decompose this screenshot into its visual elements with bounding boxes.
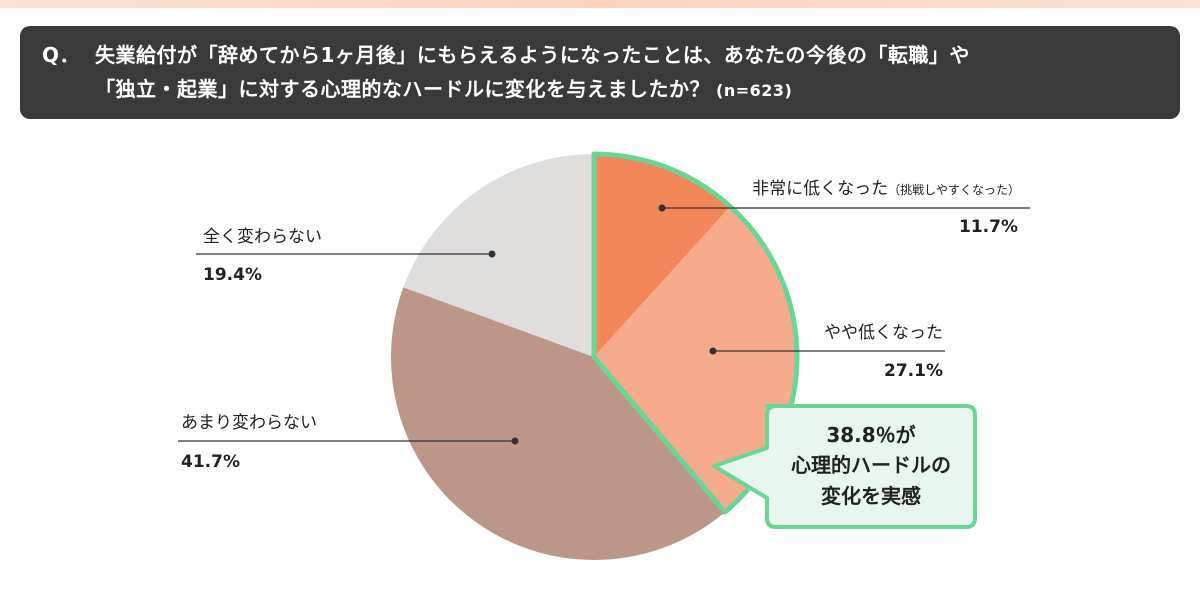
label-somewhat-lower: やや低くなった xyxy=(824,323,943,343)
leader-dot-not-much xyxy=(511,437,519,445)
highlight-callout: 38.8％が 心理的ハードルの 変化を実感 xyxy=(712,404,977,529)
leader-dots xyxy=(488,204,717,445)
label-very-lower: 非常に低くなった（挑戦しやすくなった） xyxy=(752,179,1020,199)
leader-dot-somewhat-lower xyxy=(709,347,717,355)
leader-dot-very-lower xyxy=(658,204,666,212)
label-not-at-all: 全く変わらない xyxy=(203,227,322,247)
question-line-1: Q． 失業給付が「辞めてから1ヶ月後」にもらえるようになったことは、あなたの今後の… xyxy=(42,38,1156,72)
question-prefix: Q． xyxy=(42,43,81,67)
value-label-somewhat-lower: 27.1% xyxy=(884,361,943,381)
callout-line-1: 38.8％が xyxy=(826,423,915,447)
leader-lines xyxy=(178,207,1030,442)
question-text-1: 失業給付が「辞めてから1ヶ月後」にもらえるようになったことは、あなたの今後の「転… xyxy=(95,43,970,67)
pie-slice-2 xyxy=(594,206,797,513)
value-label-not-at-all: 19.4% xyxy=(203,265,262,285)
leader-dot-not-at-all xyxy=(488,250,496,258)
top-decor-strip xyxy=(0,0,1200,8)
callout-line-2: 心理的ハードルの xyxy=(791,453,951,477)
sample-size: (n=623) xyxy=(716,81,793,100)
label-not-much: あまり変わらない xyxy=(181,413,317,433)
pie-slices xyxy=(391,153,797,560)
pie-slice-3 xyxy=(391,287,725,560)
value-label-very-lower: 11.7% xyxy=(959,217,1018,237)
question-header: Q． 失業給付が「辞めてから1ヶ月後」にもらえるようになったことは、あなたの今後の… xyxy=(20,26,1180,119)
callout-line-3: 変化を実感 xyxy=(821,484,921,508)
question-text-2: 「独立・起業」に対する心理的なハードルに変化を与えましたか？ xyxy=(95,77,710,101)
callout-box xyxy=(712,404,977,529)
value-label-not-much: 41.7% xyxy=(181,452,240,472)
question-line-2: 「独立・起業」に対する心理的なハードルに変化を与えましたか？ (n=623) xyxy=(42,72,1156,108)
pie-slice-1 xyxy=(594,154,731,357)
pie-slice-4 xyxy=(403,153,594,357)
